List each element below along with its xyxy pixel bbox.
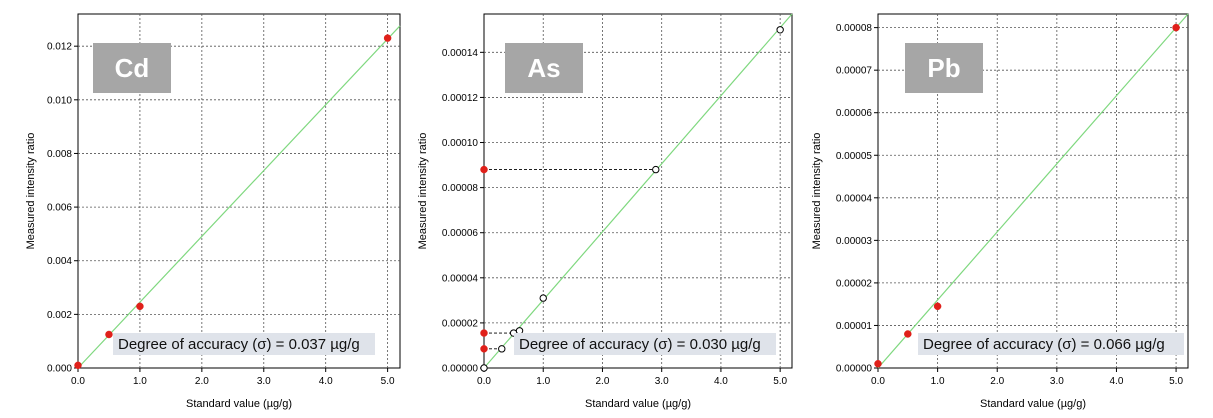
element-label: Cd	[115, 53, 150, 83]
y-tick-label: 0.000	[47, 364, 72, 375]
x-tick-label: 0.0	[477, 376, 491, 387]
element-label-box	[505, 43, 583, 93]
y-tick-label: 0.00006	[836, 108, 873, 119]
element-label: As	[527, 53, 560, 83]
y-tick-label: 0.00004	[836, 193, 873, 204]
y-axis-label: Measured intensity ratio	[417, 133, 429, 250]
element-label-box	[905, 43, 983, 93]
y-axis-label: Measured intensity ratio	[25, 133, 37, 250]
x-tick-label: 0.0	[71, 376, 85, 387]
data-point-open	[776, 26, 784, 34]
x-tick-label: 4.0	[1110, 376, 1124, 387]
data-point-filled	[136, 302, 144, 311]
y-tick-label: 0.00007	[836, 66, 873, 77]
y-tick-label: 0.00012	[442, 93, 479, 104]
x-tick-label: 3.0	[655, 376, 669, 387]
y-tick-label: 0.00002	[442, 318, 479, 329]
x-tick-label: 4.0	[714, 376, 728, 387]
accuracy-text: Degree of accuracy (σ) = 0.030 µg/g	[519, 336, 761, 353]
y-tick-label: 0.008	[47, 149, 72, 160]
element-label: Pb	[927, 53, 960, 83]
y-tick-label: 0.006	[47, 203, 72, 214]
y-axis-label: Measured intensity ratio	[811, 133, 823, 250]
y-tick-label: 0.00003	[836, 236, 873, 247]
accuracy-box	[918, 333, 1184, 355]
data-point-filled	[874, 359, 882, 368]
x-tick-label: 3.0	[257, 376, 271, 387]
data-point-open	[539, 294, 547, 302]
x-tick-label: 5.0	[381, 376, 395, 387]
data-point-open	[480, 364, 488, 372]
data-point-filled	[480, 165, 488, 174]
y-tick-label: 0.00006	[442, 228, 479, 239]
data-point-filled	[480, 329, 488, 337]
x-axis-label: Standard value (µg/g)	[980, 398, 1086, 410]
y-tick-label: 0.004	[47, 256, 72, 267]
element-label-box	[93, 43, 171, 93]
calibration-line	[877, 13, 1189, 369]
x-tick-label: 1.0	[133, 376, 147, 387]
y-tick-label: 0.00010	[442, 138, 479, 149]
y-tick-label: 0.010	[47, 95, 72, 106]
data-point-open	[498, 345, 506, 353]
data-point-filled	[904, 330, 912, 338]
y-tick-label: 0.012	[47, 42, 72, 53]
y-tick-label: 0.00001	[836, 321, 873, 332]
x-tick-label: 2.0	[596, 376, 610, 387]
y-tick-label: 0.00000	[442, 364, 479, 375]
x-axis-label: Standard value (µg/g)	[186, 398, 292, 410]
chart-panel: 0.0 1.0 2.0 3.0 4.0 5.0 0.000 0.002 0.004 0.006 0.…	[25, 13, 401, 410]
x-tick-label: 4.0	[319, 376, 333, 387]
x-tick-label: 2.0	[195, 376, 209, 387]
x-tick-label: 5.0	[1169, 376, 1183, 387]
data-point-filled	[1172, 23, 1180, 32]
y-tick-label: 0.00005	[836, 151, 873, 162]
x-tick-label: 0.0	[871, 376, 885, 387]
x-tick-label: 1.0	[931, 376, 945, 387]
x-tick-label: 1.0	[536, 376, 550, 387]
y-tick-label: 0.00008	[836, 23, 873, 34]
data-point-filled	[480, 345, 488, 353]
x-tick-label: 5.0	[773, 376, 787, 387]
data-point-filled	[383, 34, 392, 42]
y-tick-label: 0.00002	[836, 278, 873, 289]
x-tick-label: 2.0	[990, 376, 1004, 387]
x-axis-label: Standard value (µg/g)	[585, 398, 691, 410]
accuracy-box	[113, 333, 375, 355]
x-tick-label: 3.0	[1050, 376, 1064, 387]
data-point-filled	[74, 361, 82, 370]
data-point-filled	[105, 330, 113, 339]
y-tick-label: 0.00014	[442, 48, 479, 59]
chart-panel: 0.0 1.0 2.0 3.0 4.0 5.0 0.00000 0.00002 0.00004 0…	[417, 13, 793, 410]
calibration-line	[483, 13, 793, 369]
data-point-open	[652, 165, 660, 174]
y-tick-label: 0.00008	[442, 183, 479, 194]
accuracy-text: Degree of accuracy (σ) = 0.037 µg/g	[118, 336, 360, 353]
accuracy-box	[514, 333, 776, 355]
y-tick-label: 0.00000	[836, 364, 873, 375]
y-tick-label: 0.002	[47, 310, 72, 321]
calibration-line	[77, 25, 401, 369]
data-point-filled	[933, 302, 942, 311]
y-tick-label: 0.00004	[442, 273, 479, 284]
chart-panel: 0.0 1.0 2.0 3.0 4.0 5.0 0.00000 0.00001 0.00002 0…	[811, 13, 1189, 410]
accuracy-text: Degree of accuracy (σ) = 0.066 µg/g	[923, 336, 1165, 353]
